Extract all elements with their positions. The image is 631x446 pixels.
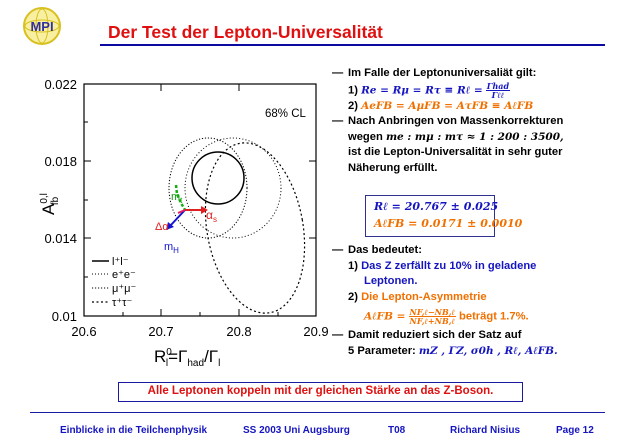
y-tick-label: 0.01 (52, 309, 77, 324)
footer-course: Einblicke in die Teilchenphysik (60, 425, 208, 436)
electron-contour (168, 137, 248, 239)
legend-entry: τ⁺τ⁻ (112, 297, 132, 309)
mt-label: mt (171, 191, 183, 205)
bullet-2-line-4: Näherung erfüllt. (348, 161, 438, 174)
bullet-4-line-2: 5 Parameter: mZ , ΓZ, σ0h , Rℓ, AℓFB. (348, 344, 558, 357)
y-axis-label: A0,lfb (39, 193, 61, 215)
lepton-contour (191, 151, 245, 205)
footer-divider (30, 412, 605, 413)
x-tick-label: 20.7 (148, 324, 173, 339)
mt-band (174, 184, 187, 211)
bullet-list-2: — Das bedeutet: 1) Das Z zerfällt zu 10% … (332, 243, 627, 359)
page-title: Der Test der Lepton-Universalität (108, 22, 383, 42)
bullet-3-sub-1-cont: Leptonen. (364, 275, 418, 287)
legend: l⁺l⁻ e⁺e⁻ μ⁺μ⁻ τ⁺τ⁻ (92, 256, 136, 309)
bullet-3-sub-2: 2) Die Lepton-Asymmetrie (348, 290, 487, 303)
alpha-s-label: αs (206, 208, 217, 224)
bullet-3: — Das bedeutet: (332, 244, 422, 256)
bullet-3-sub-2-formula: AℓFB = NF,ℓ−NB,ℓ NF,ℓ+NB,ℓ beträgt 1.7%. (364, 307, 529, 326)
mh-label: mH (164, 241, 179, 255)
x-tick-label: 20.6 (71, 324, 96, 339)
footer-semester: SS 2003 Uni Augsburg (243, 425, 350, 436)
footer-page: Page 12 (556, 425, 594, 436)
y-tick-label: 0.018 (44, 154, 77, 169)
legend-entry: e⁺e⁻ (112, 269, 136, 281)
footer-code: T08 (388, 425, 406, 436)
bullet-2-line-3: ist die Lepton-Universalität in sehr gut… (348, 146, 563, 158)
x-tick-label: 20.8 (226, 324, 251, 339)
sm-prediction (166, 184, 208, 230)
y-tick-label: 0.014 (44, 231, 77, 246)
result-r-lepton: Rℓ = 20.767 ± 0.025 (374, 200, 499, 213)
result-afb-lepton: AℓFB = 0.0171 ± 0.0010 (374, 217, 523, 230)
result-box: Rℓ = 20.767 ± 0.025 AℓFB = 0.0171 ± 0.00… (365, 195, 522, 237)
svg-text:MPI: MPI (30, 19, 53, 34)
delta-alpha-label: Δα (155, 221, 169, 233)
legend-entry: l⁺l⁻ (112, 256, 129, 268)
bullet-4: — Damit reduziert sich der Satz auf (332, 329, 522, 341)
bullet-2-line-2: wegen me : mμ : mτ ≈ 1 : 200 : 3500, (348, 130, 564, 143)
mpi-logo: MPI (23, 7, 61, 45)
bullet-1-sub-2: 2) AeFB = AμFB = AτFB ≡ AℓFB (348, 99, 534, 112)
title-divider (100, 44, 605, 46)
lepton-universality-plot: 0.022 0.018 0.014 0.01 20.6 20.7 20.8 20… (39, 77, 329, 369)
tau-contour (204, 142, 306, 314)
callout-box: Alle Leptonen koppeln mit der gleichen S… (118, 382, 523, 402)
x-tick-label: 20.9 (303, 324, 328, 339)
bullet-2: — Nach Anbringen von Massenkorrekturen (332, 115, 564, 127)
bullet-list: — Im Falle der Leptonuniversaliät gilt: 1… (332, 66, 627, 176)
y-tick-label: 0.022 (44, 77, 77, 92)
mu-contour (184, 137, 282, 239)
x-axis-label: R0 l=Γhad/Γl (154, 347, 220, 369)
footer-author: Richard Nisius (450, 425, 521, 436)
bullet-3-sub-1: 1) Das Z zerfällt zu 10% in geladene (348, 259, 537, 272)
bullet-1-sub-1: 1) Re = Rμ = Rτ ≡ Rℓ = Γhad Γℓℓ (348, 80, 511, 100)
confidence-level-label: 68% CL (265, 108, 307, 120)
bullet-1: — Im Falle der Leptonuniversaliät gilt: (332, 67, 537, 79)
legend-entry: μ⁺μ⁻ (112, 283, 136, 295)
